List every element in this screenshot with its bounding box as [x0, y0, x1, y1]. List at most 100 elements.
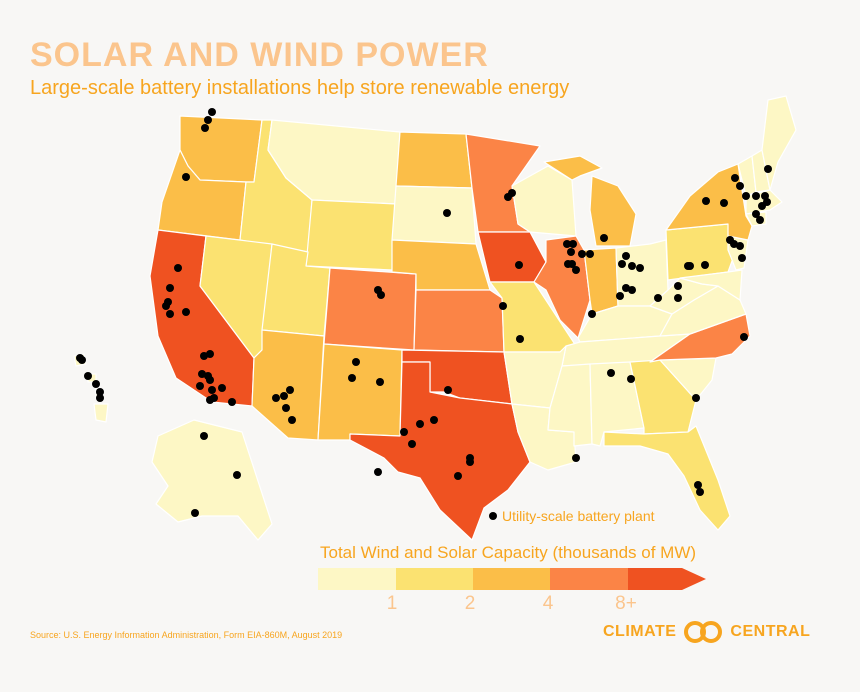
- state-maine: [761, 95, 797, 191]
- battery-plant-dot: [348, 374, 356, 382]
- battery-plant-dot: [96, 388, 104, 396]
- battery-plant-dot: [763, 198, 771, 206]
- state-pennsylvania: [665, 223, 737, 281]
- state-illinois: [533, 235, 591, 339]
- battery-plant-dot: [92, 380, 100, 388]
- battery-plant-dot: [376, 378, 384, 386]
- logo-rings-icon: [684, 621, 723, 643]
- battery-plant-dot: [208, 386, 216, 394]
- legend-tick-1: 1: [386, 593, 398, 614]
- state-wyoming: [305, 199, 397, 271]
- battery-plant-dot: [430, 416, 438, 424]
- state-texas: [349, 361, 531, 541]
- legend-color-scale: [318, 568, 706, 590]
- legend-swatch-4: [550, 568, 628, 590]
- battery-plant-dot: [736, 242, 744, 250]
- battery-plant-dot: [720, 199, 728, 207]
- battery-plant-dot: [443, 209, 451, 217]
- battery-plant-dot: [96, 394, 104, 402]
- battery-plant-dot: [569, 240, 577, 248]
- battery-plant-dot: [627, 375, 635, 383]
- page-title: SOLAR AND WIND POWER: [30, 36, 489, 74]
- page-subtitle: Large-scale battery installations help s…: [30, 77, 570, 99]
- battery-plant-dot: [692, 394, 700, 402]
- battery-plant-dot: [218, 384, 226, 392]
- battery-plant-dot: [628, 286, 636, 294]
- battery-plant-dot: [731, 174, 739, 182]
- battery-plant-dot: [272, 394, 280, 402]
- climate-central-logo: CLIMATE CENTRAL: [603, 620, 810, 644]
- battery-plant-dot: [78, 356, 86, 364]
- battery-plant-dot: [162, 302, 170, 310]
- state-new-mexico: [317, 343, 403, 441]
- battery-plant-dot: [182, 173, 190, 181]
- battery-plant-dot: [588, 310, 596, 318]
- battery-plant-markers: [76, 108, 772, 517]
- battery-plant-dot: [674, 294, 682, 302]
- state-arizona: [251, 329, 325, 441]
- battery-plant-dot: [352, 358, 360, 366]
- battery-plant-dot: [374, 468, 382, 476]
- battery-plant-dot: [174, 264, 182, 272]
- battery-plant-dot: [200, 432, 208, 440]
- logo-text-right: CENTRAL: [730, 623, 811, 640]
- battery-plant-dot: [622, 252, 630, 260]
- state-south-dakota: [391, 185, 477, 245]
- battery-plant-dot: [702, 197, 710, 205]
- battery-plant-dot: [736, 182, 744, 190]
- battery-plant-dot: [696, 488, 704, 496]
- battery-legend-label: Utility-scale battery plant: [502, 508, 655, 524]
- battery-plant-dot: [206, 396, 214, 404]
- battery-plant-dot: [454, 472, 462, 480]
- battery-plant-dot: [568, 260, 576, 268]
- battery-plant-dot: [191, 509, 199, 517]
- battery-plant-dot: [400, 428, 408, 436]
- state-maryland: [679, 269, 743, 301]
- battery-plant-dot: [578, 250, 586, 258]
- battery-plant-dot: [201, 124, 209, 132]
- battery-plant-dot: [515, 261, 523, 269]
- battery-plant-dot: [572, 266, 580, 274]
- legend-title: Total Wind and Solar Capacity (thousands…: [320, 543, 697, 562]
- logo-text-left: CLIMATE: [603, 623, 677, 640]
- battery-plant-dot: [166, 310, 174, 318]
- battery-legend-dot: [489, 512, 497, 520]
- battery-plant-dot: [466, 454, 474, 462]
- battery-plant-dot: [600, 234, 608, 242]
- state-florida: [603, 425, 731, 531]
- battery-plant-dot: [752, 210, 760, 218]
- battery-plant-dot: [563, 240, 571, 248]
- battery-plant-dot: [516, 335, 524, 343]
- battery-plant-dot: [228, 398, 236, 406]
- battery-plant-dot: [204, 116, 212, 124]
- battery-plant-dot: [694, 481, 702, 489]
- legend-swatch-5-arrow: [628, 568, 706, 590]
- source-note: Source: U.S. Energy Information Administ…: [30, 630, 343, 640]
- battery-plant-dot: [636, 264, 644, 272]
- battery-plant-dot: [182, 308, 190, 316]
- battery-plant-dot: [752, 192, 760, 200]
- battery-plant-dot: [567, 248, 575, 256]
- battery-plant-dot: [200, 352, 208, 360]
- battery-plant-dot: [742, 192, 750, 200]
- battery-plant-dot: [701, 261, 709, 269]
- legend-swatch-2: [396, 568, 473, 590]
- state-alaska: [151, 419, 273, 541]
- battery-plant-dot: [572, 454, 580, 462]
- battery-plant-dot: [444, 386, 452, 394]
- battery-plant-dot: [628, 262, 636, 270]
- battery-plant-dot: [208, 108, 216, 116]
- battery-plant-dot: [416, 420, 424, 428]
- battery-plant-dot: [196, 382, 204, 390]
- battery-plant-dot: [674, 282, 682, 290]
- legend-swatch-3: [473, 568, 550, 590]
- battery-plant-dot: [740, 333, 748, 341]
- battery-plant-dot: [408, 440, 416, 448]
- battery-plant-dot: [166, 284, 174, 292]
- battery-plant-dot: [206, 376, 214, 384]
- battery-plant-dot: [618, 260, 626, 268]
- battery-plant-dot: [586, 250, 594, 258]
- state-colorado: [323, 267, 417, 351]
- state-north-dakota: [395, 131, 473, 189]
